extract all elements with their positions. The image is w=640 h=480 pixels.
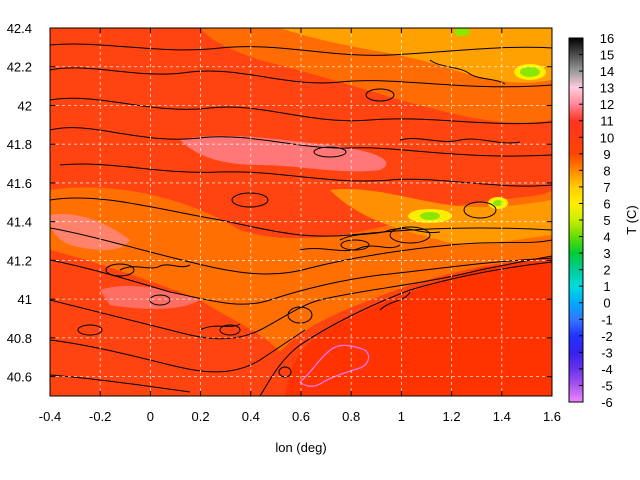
colorbar-tick-label: 5 xyxy=(603,213,610,228)
colorbar-tick-label: 2 xyxy=(603,263,610,278)
contour-line xyxy=(50,257,552,305)
colorbar-tick-label: -1 xyxy=(601,312,613,327)
colorbar-tick-label: 4 xyxy=(603,230,610,245)
colorbar-tick-label: -2 xyxy=(601,329,613,344)
x-tick-label: 0.4 xyxy=(242,409,260,424)
contour-loop xyxy=(463,201,497,219)
contour-line xyxy=(50,227,552,275)
colorbar-scale xyxy=(569,38,583,402)
y-tick-label: 41.4 xyxy=(7,215,32,230)
orange-zone xyxy=(280,28,552,83)
contour-loop xyxy=(105,263,135,277)
colorbar-tick-label: -3 xyxy=(601,345,613,360)
contour-line xyxy=(429,59,506,85)
x-tick-label: -0.4 xyxy=(39,409,61,424)
y-tick-label: 41.6 xyxy=(7,176,32,191)
contour-line xyxy=(339,228,441,241)
colorbar-tick-label: 15 xyxy=(600,48,614,63)
colorbar-tick-label: 12 xyxy=(600,97,614,112)
x-tick-label: 1 xyxy=(398,409,405,424)
peaks-zone-central xyxy=(180,135,387,172)
cold-spot-northeast-core xyxy=(520,67,540,77)
colorbar-tick-label: 8 xyxy=(603,163,610,178)
peaks-zone-west xyxy=(50,214,130,250)
x-axis-label: lon (deg) xyxy=(275,440,326,455)
colorbar-tick-label: 9 xyxy=(603,147,610,162)
y-tick-label: 42.4 xyxy=(7,21,32,36)
sea-region xyxy=(285,258,552,396)
contour-line xyxy=(379,291,411,311)
contour-line xyxy=(50,127,552,157)
contour-line xyxy=(50,197,552,237)
y-tick-label: 41.2 xyxy=(7,253,32,268)
cold-spot-east-core xyxy=(420,212,440,220)
contour-line xyxy=(399,138,521,144)
colorbar-tick-label: 13 xyxy=(600,81,614,96)
colorbar-tick-label: 14 xyxy=(600,64,614,79)
contour-line xyxy=(50,374,191,393)
grid-lines xyxy=(50,28,552,396)
colorbar-tick-label: 6 xyxy=(603,196,610,211)
y-axis-ticks: 40.6 40.8 41 41.2 41.4 41.6 41.8 42 42.2 42.4 xyxy=(7,21,552,385)
contour-line xyxy=(259,261,552,396)
contour-line xyxy=(119,264,191,271)
x-tick-label: 1.4 xyxy=(493,409,511,424)
contour-loop xyxy=(313,146,347,158)
contour-line xyxy=(50,255,552,340)
peaks-zone-southwest xyxy=(100,285,200,309)
y-tick-label: 40.8 xyxy=(7,331,32,346)
contour-loop xyxy=(219,324,241,336)
plot-area xyxy=(50,28,552,396)
cold-spot-lon14-core xyxy=(493,200,503,206)
colorbar-tick-label: 16 xyxy=(600,31,614,46)
colorbar-label: T (C) xyxy=(624,205,639,234)
contour-loop xyxy=(231,192,269,208)
cold-spot-north xyxy=(454,28,470,36)
x-tick-label: 1.6 xyxy=(543,409,561,424)
contour-loop xyxy=(340,239,370,251)
colorbar-tick-label: -5 xyxy=(601,378,613,393)
colorbar-tick-label: 0 xyxy=(603,296,610,311)
x-tick-label: 1.2 xyxy=(443,409,461,424)
colorbar-tick-label: -4 xyxy=(601,362,613,377)
contour-loop xyxy=(389,226,431,244)
contour-lines xyxy=(50,43,552,396)
colorbar-tick-label: 1 xyxy=(603,279,610,294)
x-tick-label: -0.2 xyxy=(89,409,111,424)
contour-line xyxy=(50,67,552,88)
y-tick-label: 41 xyxy=(18,292,32,307)
contour-line xyxy=(299,244,401,252)
y-tick-label: 42.2 xyxy=(7,60,32,75)
contour-loop xyxy=(77,324,103,336)
x-tick-label: 0.6 xyxy=(292,409,310,424)
contour-line-pink xyxy=(299,344,370,387)
colorbar-tick-label: 11 xyxy=(600,114,614,129)
contour-loop xyxy=(287,306,313,324)
colorbar-tick-label: 7 xyxy=(603,180,610,195)
contour-line xyxy=(59,163,552,187)
y-tick-label: 42 xyxy=(18,98,32,113)
contour-line xyxy=(199,323,241,331)
contour-line xyxy=(50,43,552,56)
x-tick-label: 0.8 xyxy=(342,409,360,424)
colorbar-tick-label: 3 xyxy=(603,246,610,261)
contour-line xyxy=(50,97,552,125)
x-axis-ticks: -0.4 -0.2 0 0.2 0.4 0.6 0.8 1 1.2 1.4 1.6 xyxy=(39,28,561,424)
contour-loop xyxy=(365,88,395,102)
x-tick-label: 0 xyxy=(147,409,154,424)
colorbar-tick-label: 10 xyxy=(600,130,614,145)
colorbar-tick-label: -6 xyxy=(601,395,613,410)
y-tick-label: 41.8 xyxy=(7,137,32,152)
y-tick-label: 40.6 xyxy=(7,370,32,385)
x-tick-label: 0.2 xyxy=(192,409,210,424)
